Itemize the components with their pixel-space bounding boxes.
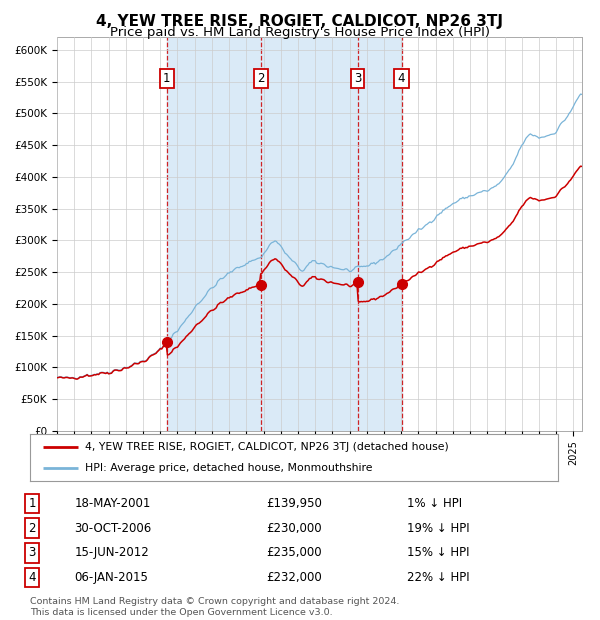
Text: 4, YEW TREE RISE, ROGIET, CALDICOT, NP26 3TJ (detached house): 4, YEW TREE RISE, ROGIET, CALDICOT, NP26… [85,441,449,451]
Text: 1% ↓ HPI: 1% ↓ HPI [407,497,462,510]
Bar [167,37,401,431]
Text: £139,950: £139,950 [266,497,322,510]
Text: 06-JAN-2015: 06-JAN-2015 [74,571,148,584]
Text: 3: 3 [354,72,361,85]
Text: 4, YEW TREE RISE, ROGIET, CALDICOT, NP26 3TJ: 4, YEW TREE RISE, ROGIET, CALDICOT, NP26… [97,14,503,29]
Text: 1: 1 [163,72,170,85]
Text: HPI: Average price, detached house, Monmouthshire: HPI: Average price, detached house, Monm… [85,463,373,473]
Text: 19% ↓ HPI: 19% ↓ HPI [407,522,470,534]
Text: 3: 3 [28,546,36,559]
Text: Contains HM Land Registry data © Crown copyright and database right 2024.
This d: Contains HM Land Registry data © Crown c… [30,598,400,617]
Text: 15-JUN-2012: 15-JUN-2012 [74,546,149,559]
Text: 2: 2 [257,72,265,85]
Text: 4: 4 [398,72,405,85]
Text: £230,000: £230,000 [266,522,322,534]
Text: Price paid vs. HM Land Registry's House Price Index (HPI): Price paid vs. HM Land Registry's House … [110,26,490,39]
Text: 22% ↓ HPI: 22% ↓ HPI [407,571,470,584]
Text: 4: 4 [28,571,36,584]
Text: 18-MAY-2001: 18-MAY-2001 [74,497,151,510]
Text: 15% ↓ HPI: 15% ↓ HPI [407,546,470,559]
Text: £235,000: £235,000 [266,546,322,559]
Text: 1: 1 [28,497,36,510]
Text: 2: 2 [28,522,36,534]
Text: £232,000: £232,000 [266,571,322,584]
Text: 30-OCT-2006: 30-OCT-2006 [74,522,152,534]
